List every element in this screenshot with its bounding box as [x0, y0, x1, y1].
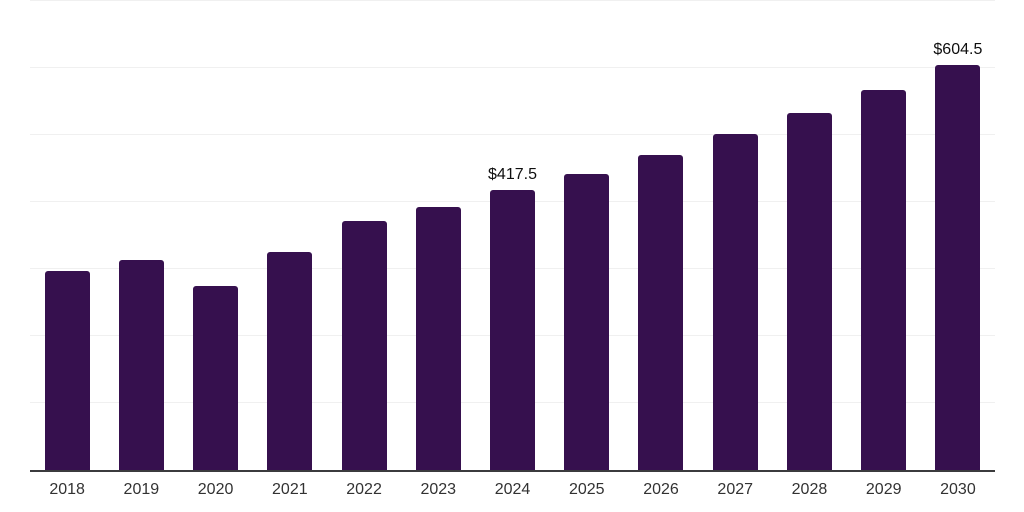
x-tick-2028: 2028: [791, 481, 828, 498]
bar-2025: [564, 173, 610, 470]
bar-2027: [712, 134, 758, 470]
x-axis-labels: 2018 2019 2020 2021 2022 2023 2024 2025 2026 2027…: [30, 480, 995, 499]
x-tick-2019: 2019: [123, 481, 160, 498]
bar-2018: [44, 271, 90, 470]
x-tick-2021: 2021: [272, 481, 308, 498]
bar-2021: [267, 251, 313, 470]
x-tick-2023: 2023: [420, 481, 457, 498]
x-tick-2018: 2018: [49, 481, 85, 498]
bar-2020: [193, 286, 239, 470]
x-tick-2030: 2030: [940, 481, 976, 498]
bar-2023: [415, 206, 461, 470]
bar-2026: [638, 155, 684, 470]
x-tick-2020: 2020: [197, 481, 234, 498]
bar-2029: [861, 90, 907, 470]
bar-2024: [490, 190, 535, 470]
plot-area: $417.5 $604.5: [30, 0, 995, 472]
x-tick-2029: 2029: [865, 481, 902, 498]
bar-value-label-2030: $604.5: [933, 41, 983, 58]
bar-2030: [935, 65, 981, 470]
gridline-500: [30, 134, 995, 135]
x-tick-2022: 2022: [346, 481, 382, 498]
x-tick-2026: 2026: [643, 481, 679, 498]
bar-value-label-2024: $417.5: [488, 166, 537, 184]
bar-2019: [118, 259, 164, 470]
x-tick-2025: 2025: [568, 481, 605, 498]
bar-2022: [341, 220, 387, 470]
gridline-600: [30, 67, 995, 68]
x-tick-2024: 2024: [494, 481, 531, 498]
gridline-700: [30, 0, 995, 1]
x-tick-2027: 2027: [717, 481, 754, 498]
bar-2028: [786, 112, 832, 470]
